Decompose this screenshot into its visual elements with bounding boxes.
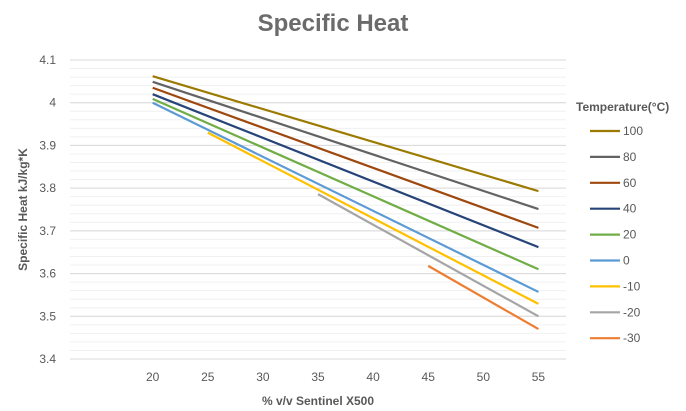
legend-label: 40 [623,202,637,216]
y-tick-label: 4.1 [39,53,56,67]
series-line-40 [152,93,539,249]
series-line-20 [152,97,539,271]
x-tick-label: 50 [477,370,491,384]
series-line-60 [152,86,539,229]
y-tick-label: 3.4 [39,352,56,366]
series-line-100 [152,75,539,193]
legend-label: 80 [623,150,637,164]
y-axis-label: Specific Heat kJ/kg*K [16,148,30,271]
y-tick-label: 3.9 [39,138,56,152]
chart-title: Specific Heat [257,10,409,37]
x-tick-label: 35 [311,370,325,384]
y-tick-label: 4 [49,96,56,110]
x-tick-label: 45 [422,370,436,384]
series-line--30 [427,264,539,331]
y-tick-label: 3.5 [39,309,56,323]
series-line--10 [207,131,539,305]
y-tick-label: 3.7 [39,224,56,238]
series-line-80 [152,80,539,211]
y-tick-label: 3.8 [39,181,56,195]
legend-label: -30 [623,331,641,345]
legend-label: -10 [623,279,641,293]
x-tick-label: 40 [366,370,380,384]
x-tick-label: 30 [256,370,270,384]
x-tick-label: 20 [146,370,160,384]
legend-label: 60 [623,176,637,190]
legend-label: 0 [623,254,630,268]
x-tick-label: 55 [532,370,546,384]
legend-label: -20 [623,305,641,319]
legend-label: 100 [623,124,643,138]
legend-label: 20 [623,228,637,242]
y-tick-label: 3.6 [39,267,56,281]
legend-title: Temperature(°C) [576,100,669,114]
x-axis-label: % v/v Sentinel X500 [262,394,374,408]
series-line-0 [152,101,539,293]
x-tick-label: 25 [201,370,215,384]
series-line--20 [317,193,539,318]
